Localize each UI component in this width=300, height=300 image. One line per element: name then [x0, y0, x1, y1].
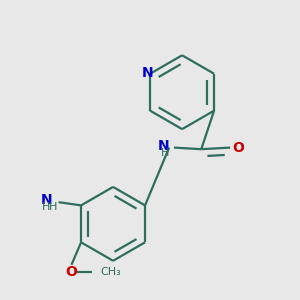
Text: CH₃: CH₃: [100, 267, 121, 277]
Text: O: O: [232, 141, 244, 154]
Text: N: N: [41, 193, 53, 207]
Text: H: H: [42, 202, 51, 212]
Text: H: H: [49, 202, 57, 212]
Text: H: H: [161, 148, 169, 158]
Text: O: O: [65, 265, 77, 279]
Text: N: N: [158, 139, 169, 153]
Text: N: N: [142, 66, 153, 80]
